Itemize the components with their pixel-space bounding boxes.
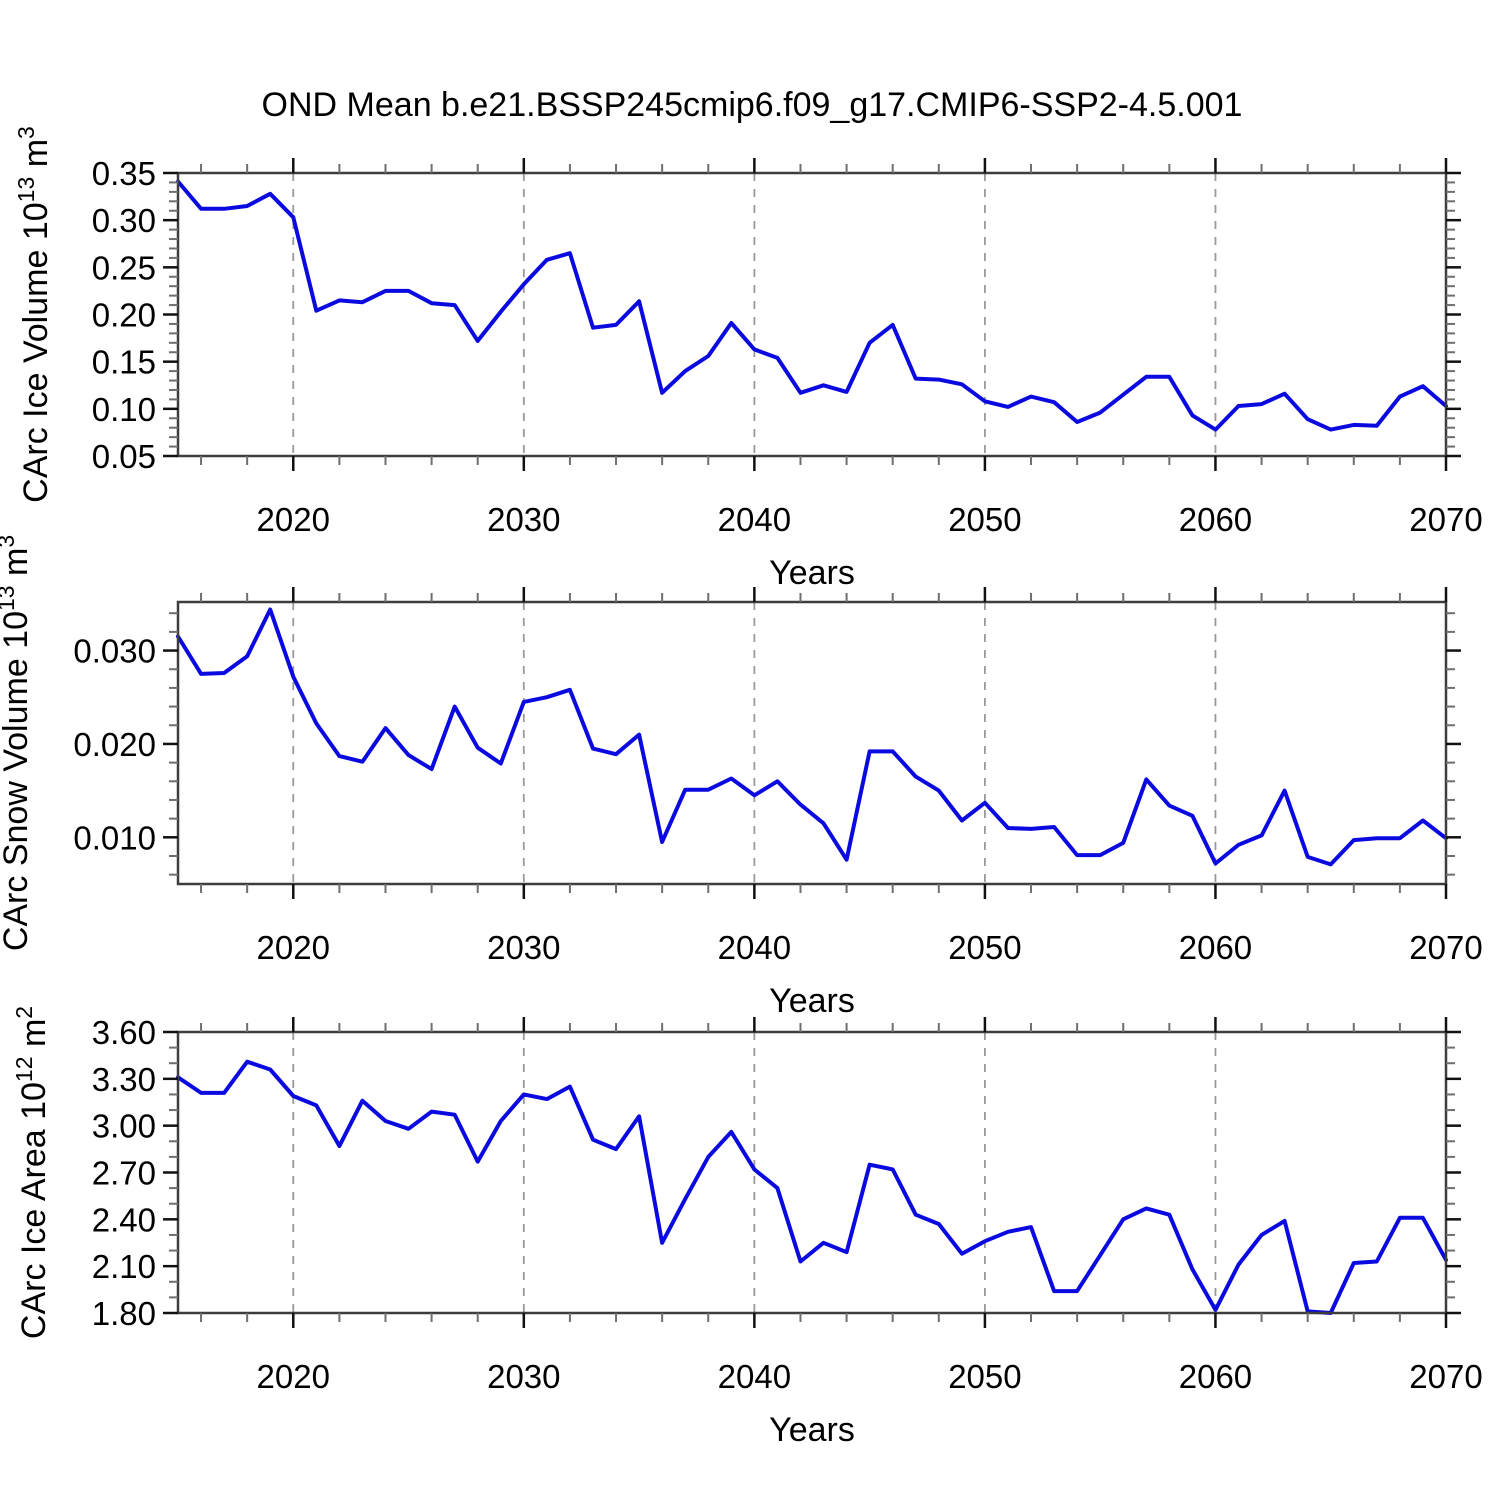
x-tick-label: 2060 (1179, 501, 1252, 538)
y-tick-label: 0.20 (92, 297, 156, 334)
x-tick-label: 2020 (257, 1358, 330, 1395)
ice-volume-chart: 2020 2030 2040 2050 2060 2070 0.05 0.10 0.15 0.20… (13, 126, 1483, 592)
x-tick-label: 2050 (948, 501, 1021, 538)
y-tick-label: 0.05 (92, 438, 156, 475)
x-tick-label: 2030 (487, 929, 560, 966)
x-tick-label: 2040 (718, 929, 791, 966)
y-tick-label: 2.10 (92, 1248, 156, 1285)
y-tick-label: 0.030 (73, 633, 156, 670)
plot-title: OND Mean b.e21.BSSP245cmip6.f09_g17.CMIP… (261, 86, 1243, 124)
plot-frame (176, 600, 1448, 886)
snow-volume-chart: 2020 2030 2040 2050 2060 2070 0.010 0.020 0.030 Y… (0, 535, 1483, 1020)
y-tick-label: 1.80 (92, 1295, 156, 1332)
plot-frame (176, 1030, 1448, 1315)
y-tick-label: 0.010 (73, 819, 156, 856)
x-tick-label: 2040 (718, 501, 791, 538)
y-tick-label: 3.00 (92, 1108, 156, 1145)
x-tick-label: 2030 (487, 1358, 560, 1395)
ice-area-chart: 2020 2030 2040 2050 2060 2070 1.80 2.10 2.40 2.70… (11, 1006, 1483, 1449)
y-tick-label: 0.30 (92, 202, 156, 239)
y-tick-label: 0.10 (92, 391, 156, 428)
x-tick-label: 2040 (718, 1358, 791, 1395)
x-tick-label: 2050 (948, 1358, 1021, 1395)
x-tick-label: 2050 (948, 929, 1021, 966)
x-tick-label: 2070 (1409, 501, 1482, 538)
x-tick-label: 2030 (487, 501, 560, 538)
x-tick-label: 2070 (1409, 1358, 1482, 1395)
x-tick-label: 2020 (257, 501, 330, 538)
x-tick-label: 2060 (1179, 1358, 1252, 1395)
y-tick-label: 2.70 (92, 1155, 156, 1192)
snow-volume-line (176, 607, 1448, 867)
x-tick-label: 2060 (1179, 929, 1252, 966)
y-tick-label: 3.30 (92, 1061, 156, 1098)
ice-area-line (176, 1059, 1448, 1315)
x-axis-title: Years (769, 982, 855, 1020)
x-axis-title: Years (769, 1411, 855, 1449)
x-tick-label: 2020 (257, 929, 330, 966)
y-tick-label: 2.40 (92, 1201, 156, 1238)
ice-volume-line (176, 179, 1448, 432)
y-axis-title: CArc Snow Volume 1013 m3 (0, 535, 35, 951)
x-tick-label: 2070 (1409, 929, 1482, 966)
y-tick-label: 0.020 (73, 726, 156, 763)
y-axis-title: CArc Ice Volume 1013 m3 (13, 126, 55, 503)
y-tick-label: 3.60 (92, 1014, 156, 1051)
plot-frame (176, 171, 1448, 458)
y-tick-label: 0.35 (92, 155, 156, 192)
x-axis-title: Years (769, 554, 855, 592)
y-tick-label: 0.15 (92, 344, 156, 381)
y-axis-title: CArc Ice Area 1012 m2 (11, 1006, 53, 1339)
y-tick-label: 0.25 (92, 249, 156, 286)
